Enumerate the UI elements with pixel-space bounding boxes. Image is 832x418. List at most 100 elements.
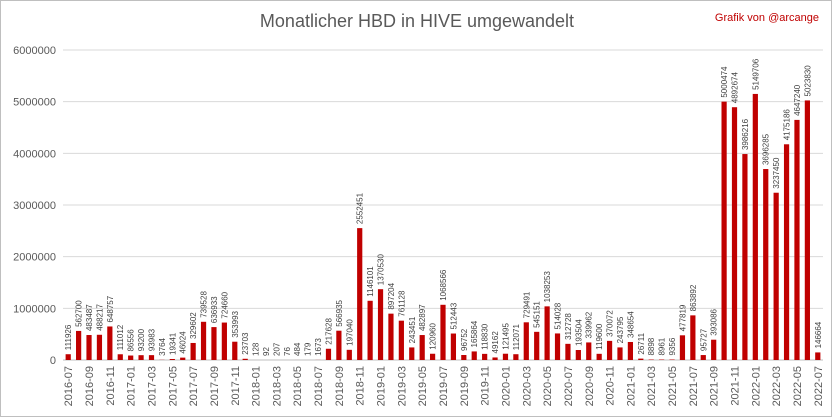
x-tick-label: 2019-11 (480, 366, 492, 406)
bar-value-label: 8961 (658, 337, 667, 355)
bar-value-label: 545151 (533, 301, 542, 328)
bar (211, 327, 216, 360)
bar-value-label: 329602 (189, 312, 198, 339)
x-tick-label: 2020-05 (542, 366, 554, 406)
bar (472, 351, 477, 360)
bar-value-label: 4647240 (793, 84, 802, 116)
bar-value-label: 1370530 (377, 253, 386, 285)
bar (420, 335, 425, 360)
x-tick-label: 2021-05 (667, 366, 679, 406)
bar-value-label: 121495 (501, 322, 510, 349)
bar-value-label: 86556 (127, 329, 136, 352)
bar (492, 357, 497, 360)
bar (482, 354, 487, 360)
bar-value-label: 1146101 (366, 266, 375, 297)
bar-value-label: 146664 (814, 321, 823, 348)
x-tick-label: 2022-05 (792, 366, 804, 406)
bar (784, 144, 789, 360)
bar (617, 347, 622, 360)
bar-value-label: 5023830 (803, 65, 812, 97)
x-tick-label: 2020-07 (563, 366, 575, 406)
bar-value-label: 393086 (710, 308, 719, 335)
bar (732, 107, 737, 360)
bar (388, 314, 393, 360)
bar-value-label: 348654 (626, 311, 635, 338)
y-tick-label: 5000000 (13, 97, 56, 109)
bar-value-label: 5000474 (720, 66, 729, 98)
bar-value-label: 92 (262, 347, 271, 356)
bar-value-label: 562700 (75, 300, 84, 327)
x-tick-label: 2017-11 (230, 366, 242, 406)
bar-value-label: 5149706 (751, 58, 760, 90)
bar (607, 341, 612, 360)
bar-value-label: 217628 (324, 318, 333, 345)
x-tick-label: 2019-01 (376, 366, 388, 406)
bar-value-label: 118830 (481, 323, 490, 350)
bar-value-label: 111926 (64, 324, 73, 350)
x-tick-label: 2018-07 (313, 366, 325, 406)
bar-value-label: 193504 (574, 319, 583, 346)
bar (86, 335, 91, 360)
bar (638, 359, 643, 360)
bar (721, 102, 726, 360)
x-tick-label: 2017-03 (146, 366, 158, 406)
bar-value-label: 46024 (179, 331, 188, 354)
bar-value-label: 9356 (668, 337, 677, 355)
bar-value-label: 197040 (345, 319, 354, 346)
x-tick-label: 2019-09 (459, 366, 471, 406)
x-tick-label: 2020-03 (521, 366, 533, 406)
x-tick-label: 2021-11 (730, 366, 742, 406)
bar-value-label: 353993 (231, 310, 240, 337)
bar-value-label: 112071 (512, 324, 521, 351)
bar-value-label: 512443 (449, 302, 458, 329)
bar-value-label: 8898 (647, 337, 656, 355)
bar-value-label: 243795 (616, 316, 625, 343)
y-tick-label: 2000000 (13, 252, 56, 264)
bar-value-label: 3237450 (772, 157, 781, 189)
bar (753, 94, 758, 360)
bar (180, 358, 185, 360)
bar-value-label: 514028 (554, 302, 563, 329)
bar (399, 321, 404, 360)
bar (503, 354, 508, 360)
bar (118, 354, 123, 360)
y-tick-label: 3000000 (13, 200, 56, 212)
x-tick-label: 2017-07 (188, 366, 200, 406)
x-tick-label: 2017-09 (209, 366, 221, 406)
x-tick-label: 2020-01 (500, 366, 512, 406)
x-tick-label: 2022-01 (750, 366, 762, 406)
bar (774, 193, 779, 360)
bar (97, 335, 102, 360)
bar (378, 289, 383, 360)
bar (565, 344, 570, 360)
bar (451, 334, 456, 360)
bar (232, 342, 237, 360)
bar (576, 350, 581, 360)
bar-value-label: 648757 (106, 295, 115, 322)
bar-value-label: 26711 (637, 332, 646, 354)
x-tick-label: 2019-05 (417, 366, 429, 406)
bar (742, 154, 747, 360)
x-tick-label: 2019-03 (396, 366, 408, 406)
bar-value-label: 484 (293, 342, 302, 356)
bar (680, 335, 685, 360)
bar-value-label: 19341 (168, 332, 177, 355)
bar (170, 359, 175, 360)
bar-value-label: 2552451 (356, 192, 365, 224)
bar (701, 355, 706, 360)
x-tick-label: 2019-07 (438, 366, 450, 406)
bar (409, 347, 414, 360)
bar (347, 350, 352, 360)
y-tick-label: 1000000 (13, 303, 56, 315)
bar (66, 354, 71, 360)
x-tick-label: 2018-03 (271, 366, 283, 406)
bar-value-label: 729491 (522, 291, 531, 318)
bar-value-label: 724660 (220, 291, 229, 318)
bar-value-label: 488217 (95, 304, 104, 331)
x-tick-label: 2021-01 (625, 366, 637, 406)
bar (690, 315, 695, 360)
bar (76, 331, 81, 360)
bar-value-label: 3764 (158, 337, 167, 355)
x-tick-label: 2021-09 (709, 366, 721, 406)
bar-value-label: 477819 (678, 304, 687, 331)
